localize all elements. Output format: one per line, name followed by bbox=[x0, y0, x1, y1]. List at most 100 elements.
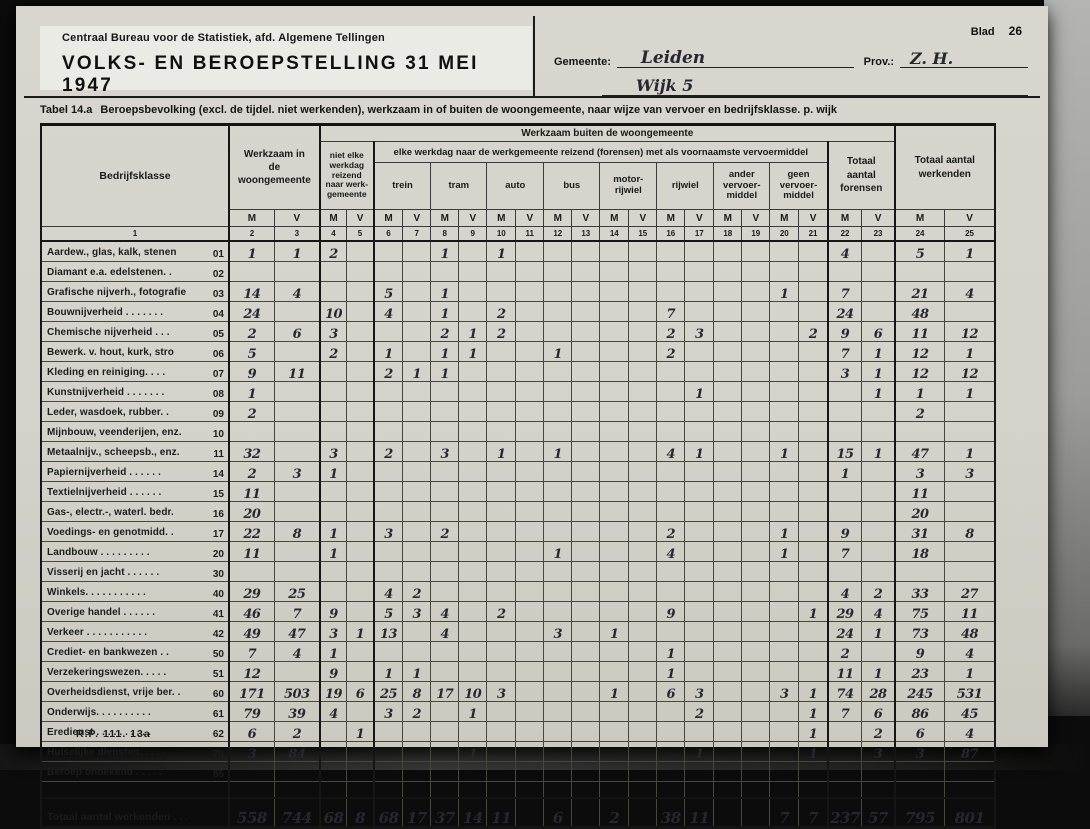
data-cell bbox=[543, 521, 572, 542]
handwritten-value: 1 bbox=[553, 347, 563, 362]
data-cell bbox=[599, 401, 629, 422]
data-cell bbox=[346, 261, 374, 282]
data-cell bbox=[228, 421, 275, 442]
handwritten-value: 1 bbox=[292, 247, 302, 262]
data-cell bbox=[861, 281, 895, 302]
handwritten-value: 11 bbox=[836, 667, 854, 682]
data-cell bbox=[458, 461, 487, 482]
data-cell bbox=[599, 701, 629, 722]
handwritten-value: 6 bbox=[247, 727, 257, 742]
data-cell bbox=[684, 401, 714, 422]
row-code: 07 bbox=[212, 369, 224, 380]
data-cell bbox=[684, 361, 714, 382]
col-header-motorrijwiel: motor-rijwiel bbox=[599, 162, 658, 210]
data-cell bbox=[402, 421, 431, 442]
handwritten-value: 5 bbox=[384, 607, 393, 622]
handwritten-value: 11 bbox=[911, 327, 929, 342]
data-cell bbox=[826, 761, 862, 782]
data-cell bbox=[656, 461, 685, 482]
handwritten-value: 2 bbox=[292, 727, 302, 742]
data-cell bbox=[346, 241, 374, 262]
data-cell bbox=[713, 441, 742, 462]
data-cell bbox=[769, 341, 799, 362]
data-cell bbox=[458, 401, 487, 422]
handwritten-value: 4 bbox=[965, 287, 974, 302]
data-cell bbox=[893, 761, 945, 782]
handwritten-value: 15 bbox=[836, 447, 854, 462]
data-cell bbox=[543, 421, 572, 442]
data-cell bbox=[515, 797, 544, 828]
handwritten-value: 1 bbox=[808, 607, 818, 622]
data-cell bbox=[741, 321, 770, 342]
row-label: Visserij en jacht . . . . . . bbox=[47, 567, 160, 578]
handwritten-value: 1 bbox=[780, 447, 789, 462]
handwritten-value: 37 bbox=[434, 809, 455, 827]
col-header-m: M bbox=[656, 209, 686, 227]
data-cell bbox=[346, 641, 374, 662]
data-cell bbox=[402, 541, 431, 562]
handwritten-value: 9 bbox=[329, 607, 338, 622]
data-cell bbox=[402, 781, 431, 798]
data-cell bbox=[515, 421, 544, 442]
row-label: Bewerk. v. hout, kurk, stro bbox=[47, 347, 174, 358]
handwritten-value: 1 bbox=[808, 707, 818, 722]
column-number: 16 bbox=[656, 226, 686, 242]
sheet-number: Blad 26 bbox=[971, 24, 1022, 38]
data-cell bbox=[543, 281, 572, 302]
data-cell bbox=[228, 781, 275, 798]
data-cell: 18 bbox=[893, 541, 945, 562]
handwritten-value: 17 bbox=[406, 809, 427, 827]
row-code: 70 bbox=[212, 749, 224, 760]
data-cell: 45 bbox=[944, 701, 995, 722]
data-cell: 7 bbox=[826, 541, 862, 562]
data-cell bbox=[543, 501, 572, 522]
handwritten-value: 10 bbox=[464, 687, 482, 702]
data-cell bbox=[486, 761, 516, 782]
handwritten-value: 20 bbox=[911, 507, 929, 522]
handwritten-value: 1 bbox=[497, 447, 506, 462]
data-cell bbox=[273, 561, 320, 582]
handwritten-value: 11 bbox=[960, 607, 979, 622]
handwritten-value: 1 bbox=[440, 287, 450, 302]
data-cell bbox=[769, 701, 799, 722]
data-cell: 1 bbox=[458, 341, 487, 362]
table-row: Bewerk. v. hout, kurk, stro 06 5 2 1 1 1 1 2 7 1 12… bbox=[41, 341, 995, 362]
totals-row: Totaal aantal werkenden . . . 558 744 68 8 68… bbox=[41, 797, 995, 828]
data-cell bbox=[318, 401, 347, 422]
handwritten-value: 25 bbox=[379, 687, 398, 702]
form-number: R.P. 111. 13a bbox=[76, 728, 151, 740]
data-cell bbox=[346, 561, 374, 582]
handwritten-value: 7 bbox=[840, 347, 850, 362]
data-cell bbox=[741, 681, 770, 702]
data-cell: 9 bbox=[228, 361, 275, 382]
data-cell bbox=[346, 441, 374, 462]
data-cell: 1 bbox=[543, 541, 572, 562]
data-cell: 3 bbox=[893, 461, 945, 482]
handwritten-value: 48 bbox=[960, 627, 979, 642]
data-cell bbox=[684, 641, 714, 662]
row-code: 08 bbox=[212, 389, 224, 400]
data-cell: 3 bbox=[318, 621, 347, 642]
row-code: 14 bbox=[212, 469, 224, 480]
handwritten-value: 84 bbox=[288, 747, 306, 762]
data-cell: 1 bbox=[486, 241, 516, 262]
data-cell bbox=[826, 481, 862, 502]
data-cell bbox=[571, 701, 600, 722]
data-cell bbox=[599, 581, 629, 602]
data-cell: 49 bbox=[228, 621, 275, 642]
data-cell: 1 bbox=[798, 681, 828, 702]
data-cell bbox=[515, 481, 544, 502]
data-cell: 2 bbox=[402, 581, 431, 602]
data-cell bbox=[571, 441, 600, 462]
data-cell bbox=[402, 341, 431, 362]
data-cell bbox=[861, 301, 895, 322]
data-cell: 2 bbox=[430, 521, 459, 542]
data-cell bbox=[599, 741, 629, 762]
data-cell bbox=[713, 741, 742, 762]
header-rule bbox=[24, 96, 1040, 98]
data-cell bbox=[486, 721, 516, 742]
data-cell bbox=[826, 741, 862, 762]
data-cell: 8 bbox=[944, 521, 995, 542]
table-row: Mijnbouw, veenderijen, enz. 10 bbox=[41, 421, 995, 442]
